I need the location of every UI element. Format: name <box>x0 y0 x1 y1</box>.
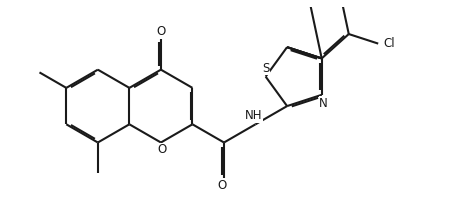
Text: Cl: Cl <box>382 37 394 50</box>
Text: O: O <box>156 25 165 38</box>
Text: N: N <box>318 97 327 110</box>
Text: O: O <box>217 179 226 192</box>
Text: S: S <box>262 62 269 75</box>
Text: NH: NH <box>244 109 262 122</box>
Text: O: O <box>157 143 166 156</box>
